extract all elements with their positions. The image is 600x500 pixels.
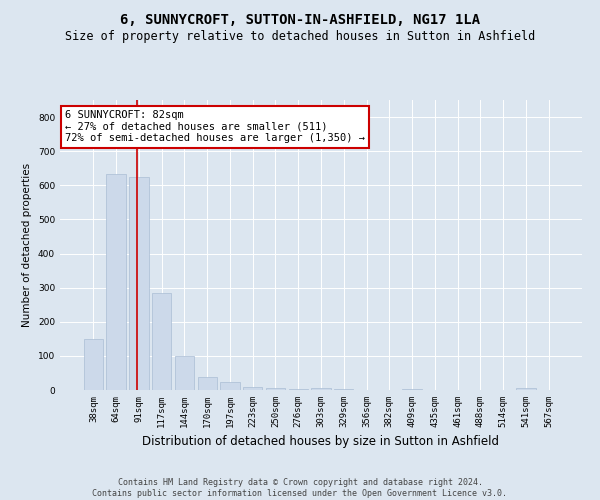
Bar	[106, 174, 126, 390]
Bar	[197, 377, 217, 390]
Bar	[175, 356, 194, 390]
Bar	[220, 382, 239, 390]
Y-axis label: Number of detached properties: Number of detached properties	[22, 163, 32, 327]
Bar	[129, 177, 149, 390]
Bar	[403, 388, 422, 390]
Text: Contains HM Land Registry data © Crown copyright and database right 2024.
Contai: Contains HM Land Registry data © Crown c…	[92, 478, 508, 498]
Text: 6 SUNNYCROFT: 82sqm
← 27% of detached houses are smaller (511)
72% of semi-detac: 6 SUNNYCROFT: 82sqm ← 27% of detached ho…	[65, 110, 365, 144]
Bar	[334, 388, 353, 390]
Bar	[289, 388, 308, 390]
Text: 6, SUNNYCROFT, SUTTON-IN-ASHFIELD, NG17 1LA: 6, SUNNYCROFT, SUTTON-IN-ASHFIELD, NG17 …	[120, 12, 480, 26]
Bar	[152, 293, 172, 390]
Bar	[516, 388, 536, 390]
Bar	[266, 388, 285, 390]
Text: Size of property relative to detached houses in Sutton in Ashfield: Size of property relative to detached ho…	[65, 30, 535, 43]
X-axis label: Distribution of detached houses by size in Sutton in Ashfield: Distribution of detached houses by size …	[143, 436, 499, 448]
Bar	[311, 388, 331, 390]
Bar	[84, 339, 103, 390]
Bar	[243, 386, 262, 390]
